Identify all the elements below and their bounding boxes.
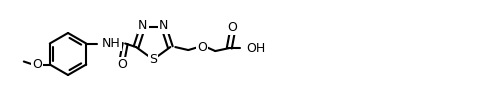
Text: N: N (138, 19, 147, 32)
Text: O: O (32, 58, 42, 71)
Text: NH: NH (102, 37, 121, 50)
Text: O: O (227, 21, 237, 34)
Text: O: O (117, 58, 127, 71)
Text: O: O (198, 41, 207, 54)
Text: N: N (159, 19, 168, 32)
Text: OH: OH (246, 42, 266, 55)
Text: S: S (149, 53, 157, 66)
